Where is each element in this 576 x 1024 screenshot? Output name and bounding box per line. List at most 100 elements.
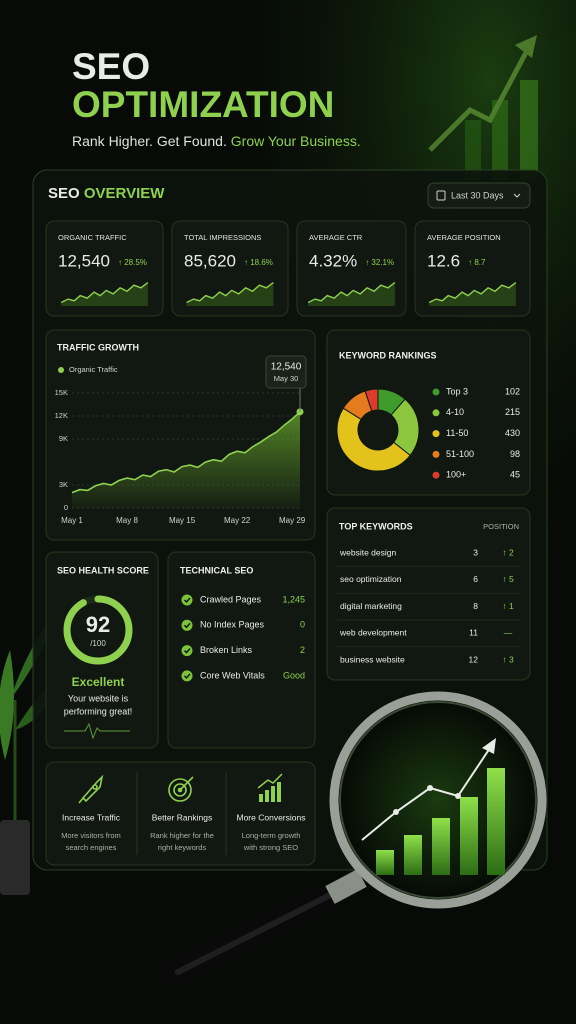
metric-change: ↑ 28.5% xyxy=(118,258,147,267)
legend-label: 51-100 xyxy=(446,449,474,459)
metric-change: ↑ 32.1% xyxy=(365,258,394,267)
metric-label: AVERAGE POSITION xyxy=(427,233,501,242)
feature-title: Increase Traffic xyxy=(62,812,121,822)
rocket-icon xyxy=(78,774,104,804)
legend-marker xyxy=(432,450,440,458)
keyword-change: ↑ 2 xyxy=(502,547,514,557)
legend-value: 215 xyxy=(505,407,520,417)
features-card xyxy=(45,761,316,866)
feature-description: More visitors from xyxy=(61,831,121,840)
technical-value: 0 xyxy=(300,620,305,630)
annotation-box xyxy=(265,355,307,389)
x-tick-label: May 22 xyxy=(224,516,251,525)
keyword-position: 11 xyxy=(469,628,478,638)
keyword: website design xyxy=(339,547,397,557)
overview-title: SEO OVERVIEW xyxy=(48,185,165,202)
gauge-progress xyxy=(63,595,133,665)
feature-description: right keywords xyxy=(158,843,207,852)
technical-value: Good xyxy=(283,670,305,680)
feature-description: with strong SEO xyxy=(243,843,298,852)
overview-title-text: SEO xyxy=(48,185,80,202)
check-icon xyxy=(181,645,193,657)
legend-value: 45 xyxy=(510,470,520,480)
keyword-position: 12 xyxy=(469,654,479,664)
chart-icon xyxy=(257,773,283,802)
keyword-change: ↑ 1 xyxy=(502,601,514,611)
keyword: digital marketing xyxy=(340,601,402,611)
legend-label: 4-10 xyxy=(446,407,464,417)
keyword-position: 3 xyxy=(473,547,478,557)
health-description: Your website is xyxy=(68,693,129,703)
x-tick-label: May 8 xyxy=(116,516,138,525)
y-tick-label: 15K xyxy=(55,388,68,397)
metric-label: ORGANIC TRAFFIC xyxy=(58,233,127,242)
x-tick-label: May 29 xyxy=(279,516,306,525)
x-tick-label: May 15 xyxy=(169,516,196,525)
y-tick-label: 3K xyxy=(59,480,68,489)
keyword-position: 6 xyxy=(473,574,478,584)
metric-value: 4.32% xyxy=(309,251,357,270)
tagline-highlight: Grow Your Business. xyxy=(231,133,361,149)
technical-title: TECHNICAL SEO xyxy=(180,565,253,575)
health-title: SEO HEALTH SCORE xyxy=(57,565,149,575)
legend-value: 430 xyxy=(505,428,520,438)
metric-label: TOTAL IMPRESSIONS xyxy=(184,233,261,242)
keyword: seo optimization xyxy=(340,574,402,584)
check-mark xyxy=(184,648,191,654)
legend-marker xyxy=(432,409,440,417)
title-line-2: OPTIMIZATION xyxy=(72,84,334,125)
y-tick-label: 12K xyxy=(55,411,68,420)
annotation-value: 12,540 xyxy=(271,362,302,373)
keyword: business website xyxy=(340,654,405,664)
content: ORGANIC TRAFFIC 12,540 ↑ 28.5% TOTAL IMPRES… xyxy=(45,220,531,852)
x-tick-label: May 1 xyxy=(61,516,83,525)
check-icon xyxy=(181,670,193,682)
keyword-change: — xyxy=(504,628,513,638)
keywords-card xyxy=(326,507,531,681)
metric-value: 12.6 xyxy=(427,251,460,270)
technical-label: Crawled Pages xyxy=(200,594,262,604)
legend-label: Organic Traffic xyxy=(69,365,118,374)
check-icon xyxy=(181,594,193,606)
target-icon xyxy=(168,776,194,802)
legend-label: 100+ xyxy=(446,470,466,480)
metric-value: 12,540 xyxy=(58,251,110,270)
health-card xyxy=(45,551,159,749)
overview-title-highlight: OVERVIEW xyxy=(84,185,165,202)
keyword-change: ↑ 3 xyxy=(502,654,514,664)
legend-marker xyxy=(432,430,440,438)
technical-label: No Index Pages xyxy=(200,620,265,630)
technical-value: 2 xyxy=(300,645,305,655)
legend-marker xyxy=(432,471,440,479)
check-mark xyxy=(184,597,191,604)
metric-change: ↑ 18.6% xyxy=(244,258,273,267)
health-description: performing great! xyxy=(64,706,133,716)
donut-segment xyxy=(364,388,379,412)
chart-title: TRAFFIC GROWTH xyxy=(57,342,139,352)
feature-title: Better Rankings xyxy=(152,812,212,822)
keywords-column: POSITION xyxy=(483,522,519,531)
chart-title: KEYWORD RANKINGS xyxy=(339,350,437,360)
legend-label: 11-50 xyxy=(446,428,468,438)
annotation-date: May 30 xyxy=(274,374,299,383)
technical-label: Core Web Vitals xyxy=(200,670,265,680)
legend-marker xyxy=(432,388,440,396)
check-mark xyxy=(184,622,191,629)
check-mark xyxy=(184,673,191,679)
feature-description: Long-term growth xyxy=(242,831,301,840)
magnifier xyxy=(166,691,547,984)
metric-label: AVERAGE CTR xyxy=(309,233,363,242)
metric-value: 85,620 xyxy=(184,251,236,270)
calendar-icon xyxy=(436,190,446,201)
tagline: Rank Higher. Get Found. Grow Your Busine… xyxy=(72,133,361,149)
keywords-title: TOP KEYWORDS xyxy=(339,521,413,531)
technical-label: Broken Links xyxy=(200,645,253,655)
keyword: web development xyxy=(339,628,407,638)
decor-growth xyxy=(428,35,538,180)
legend-value: 102 xyxy=(505,386,520,396)
keyword-change: ↑ 5 xyxy=(502,574,514,584)
legend-label: Top 3 xyxy=(446,386,468,396)
dropdown-chevron xyxy=(513,193,521,198)
date-filter[interactable] xyxy=(427,182,531,209)
metric-change: ↑ 8.7 xyxy=(468,258,486,267)
